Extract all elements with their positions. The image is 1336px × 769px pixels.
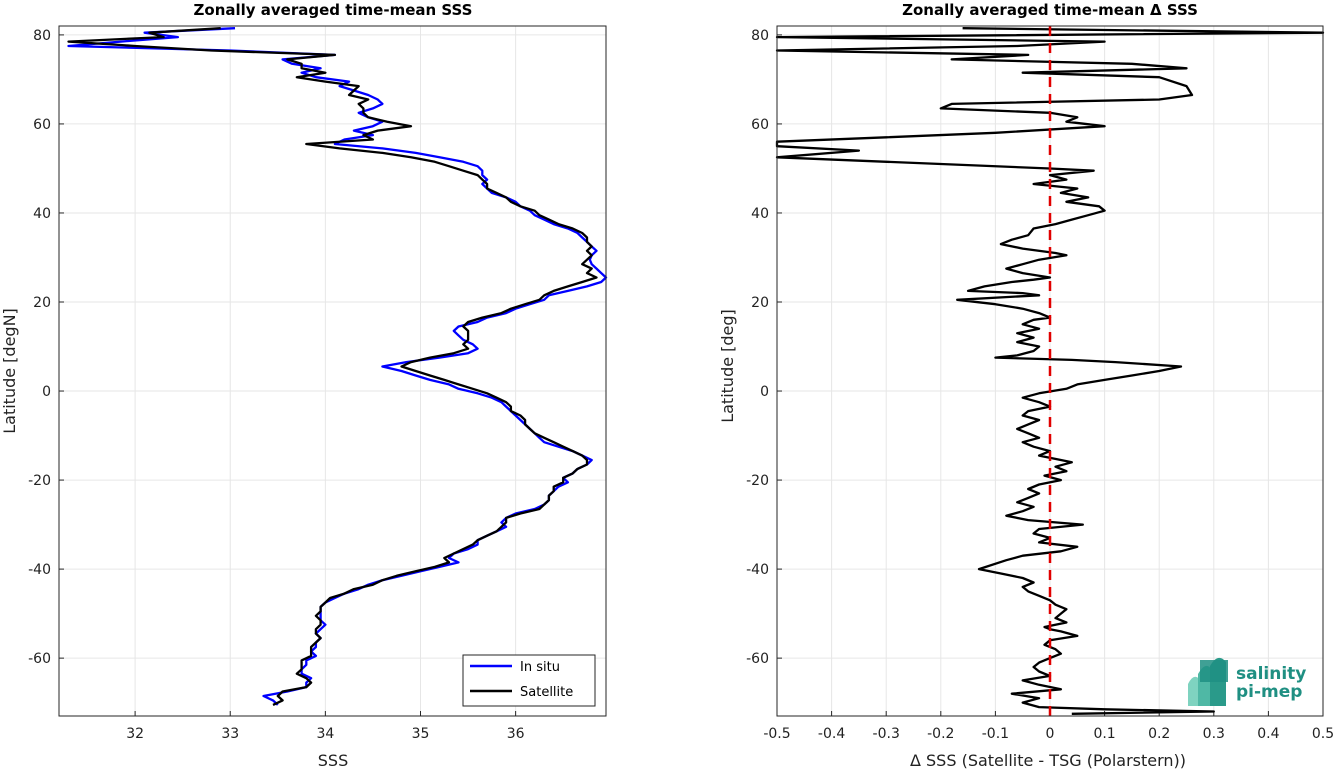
series-lines (67, 27, 608, 706)
legend-label-in-situ: In situ (520, 660, 560, 675)
y-tick-label: -60 (746, 651, 769, 667)
series-lines (775, 26, 1325, 716)
y-tick-label: -20 (746, 473, 769, 489)
y-tick-labels: -60 -40 -20 0 20 40 60 80 (746, 28, 769, 667)
x-tick-labels: -0.5 -0.4 -0.3 -0.2 -0.1 0 0.1 0.2 0.3 0.4 0.5 (763, 726, 1334, 742)
salinity-pi-mep-logo: salinity pi-mep (1188, 657, 1306, 706)
x-tick-label: 0.1 (1093, 726, 1115, 742)
x-tick-label: 35 (412, 726, 430, 742)
plot-frame (776, 25, 1324, 717)
grid (59, 26, 606, 716)
x-tick-label: 0.2 (1148, 726, 1170, 742)
x-tick-label: 0.4 (1257, 726, 1279, 742)
y-tick-label: 20 (751, 295, 769, 311)
y-tick-label: 0 (760, 384, 769, 400)
y-tick-label: -40 (746, 562, 769, 578)
y-tick-label: 40 (751, 206, 769, 222)
x-tick-label: -0.4 (818, 726, 845, 742)
y-tick-label: 0 (42, 384, 51, 400)
x-tick-label: 33 (221, 726, 239, 742)
x-tick-label: 32 (126, 726, 144, 742)
logo-line2: pi-mep (1236, 682, 1302, 702)
x-tick-label: 0 (1046, 726, 1055, 742)
legend-label-satellite: Satellite (520, 685, 573, 700)
x-axis-label: SSS (318, 751, 348, 769)
sss-chart: Zonally averaged time-mean SSS 32 33 34 35 3… (0, 1, 608, 769)
x-tick-label: 0.3 (1203, 726, 1225, 742)
x-tick-label: 34 (316, 726, 334, 742)
y-axis-label: Latitude [degN] (0, 308, 19, 434)
y-tick-label: -40 (28, 562, 51, 578)
x-tick-labels: 32 33 34 35 36 (126, 726, 524, 742)
x-axis-label: Δ SSS (Satellite - TSG (Polarstern)) (910, 751, 1186, 769)
y-tick-label: -20 (28, 473, 51, 489)
y-tick-label: 40 (33, 206, 51, 222)
x-tick-label: -0.3 (873, 726, 900, 742)
chart-title: Zonally averaged time-mean Δ SSS (902, 1, 1198, 19)
x-tick-label: 36 (507, 726, 525, 742)
y-axis-label: Latitude [deg] (718, 309, 737, 423)
y-tick-label: 60 (33, 117, 51, 133)
series-line-delta-sss (775, 27, 1325, 715)
x-tick-label: -0.2 (927, 726, 954, 742)
y-tick-label: 80 (751, 28, 769, 44)
logo-wave-icon (1188, 657, 1228, 706)
legend-box (462, 654, 596, 707)
plot-frame (58, 25, 607, 717)
y-tick-label: 60 (751, 117, 769, 133)
series-line-satellite (67, 27, 598, 706)
plot-background (59, 26, 606, 716)
x-tick-label: 0.5 (1312, 726, 1334, 742)
y-tick-label: 20 (33, 295, 51, 311)
delta-sss-chart: Zonally averaged time-mean Δ SSS -0.5 -0.… (718, 1, 1334, 769)
x-tick-label: -0.1 (982, 726, 1009, 742)
y-tick-label: 80 (33, 28, 51, 44)
logo-line1: salinity (1236, 664, 1306, 684)
y-tick-label: -60 (28, 651, 51, 667)
x-tick-label: -0.5 (763, 726, 790, 742)
y-tick-labels: -60 -40 -20 0 20 40 60 80 (28, 28, 51, 667)
legend: In situ Satellite (462, 654, 596, 707)
chart-title: Zonally averaged time-mean SSS (194, 1, 473, 19)
